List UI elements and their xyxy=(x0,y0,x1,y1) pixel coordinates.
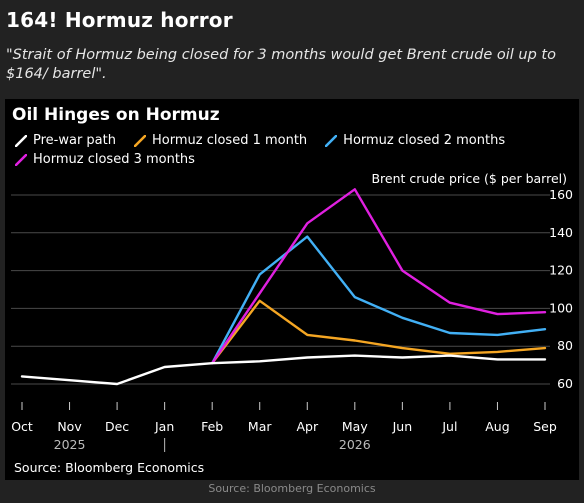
x-tick-label: Jan xyxy=(154,419,174,434)
x-tick-label: Feb xyxy=(201,419,223,434)
legend-swatch-icon xyxy=(134,135,146,147)
x-tick-label: Jun xyxy=(392,419,413,434)
headline: 164! Hormuz horror xyxy=(6,8,233,32)
legend-label: Hormuz closed 1 month xyxy=(152,133,308,148)
line-chart: 60 80 100 120 140 160 Oct Nov Dec Jan Feb Mar Apr May… xyxy=(11,187,573,452)
y-tick-label: 60 xyxy=(557,376,573,391)
y-tick-label: 140 xyxy=(549,225,573,240)
legend-item: Hormuz closed 2 months xyxy=(325,133,505,149)
chart-source: Source: Bloomberg Economics xyxy=(14,460,205,475)
x-tick-label: Dec xyxy=(105,419,129,434)
legend-label: Pre-war path xyxy=(33,133,116,148)
y-tick-label: 100 xyxy=(549,300,573,315)
footer-source: Source: Bloomberg Economics xyxy=(208,482,376,495)
x-tick-label: Mar xyxy=(248,419,272,434)
legend-swatch-icon xyxy=(325,135,338,147)
x-tick-label: Nov xyxy=(57,419,82,434)
x-tick-label: Jul xyxy=(441,419,457,434)
legend-item: Pre-war path xyxy=(15,133,116,149)
legend-item: Hormuz closed 3 months xyxy=(15,152,195,168)
year-label: 2026 xyxy=(339,437,371,452)
legend-label: Hormuz closed 3 months xyxy=(33,152,195,167)
series-line-hormuz-closed-2-months xyxy=(211,235,547,365)
legend-label: Hormuz closed 2 months xyxy=(343,133,506,148)
y-tick-label: 160 xyxy=(549,187,573,202)
legend-swatch-icon xyxy=(15,154,27,166)
x-tick-label: Apr xyxy=(296,419,318,434)
legend-swatch-icon xyxy=(15,135,27,147)
series-line-hormuz-closed-3-months xyxy=(211,188,547,365)
y-tick-label: 80 xyxy=(557,338,573,353)
chart-title: Oil Hinges on Hormuz xyxy=(12,105,220,125)
x-tick-label: Oct xyxy=(11,419,33,434)
year-label: 2025 xyxy=(54,437,86,452)
chart-card: 60 80 100 120 140 160 Oct Nov Dec Jan Feb Mar Apr May… xyxy=(5,99,579,480)
x-tick-label: Sep xyxy=(533,419,557,434)
y-tick-label: 120 xyxy=(549,263,573,278)
chart-legend: Pre-war path Hormuz closed 1 month Hormuz … xyxy=(15,133,535,168)
quote-text: "Strait of Hormuz being closed for 3 mon… xyxy=(6,47,556,82)
y-axis-label: Brent crude price ($ per barrel) xyxy=(371,171,567,186)
series-line-hormuz-closed-1-month xyxy=(211,299,547,365)
x-tick-label: May xyxy=(342,419,368,434)
x-tick-label: Aug xyxy=(485,419,509,434)
legend-item: Hormuz closed 1 month xyxy=(134,133,307,149)
series-line-pre-war-path xyxy=(20,354,547,386)
